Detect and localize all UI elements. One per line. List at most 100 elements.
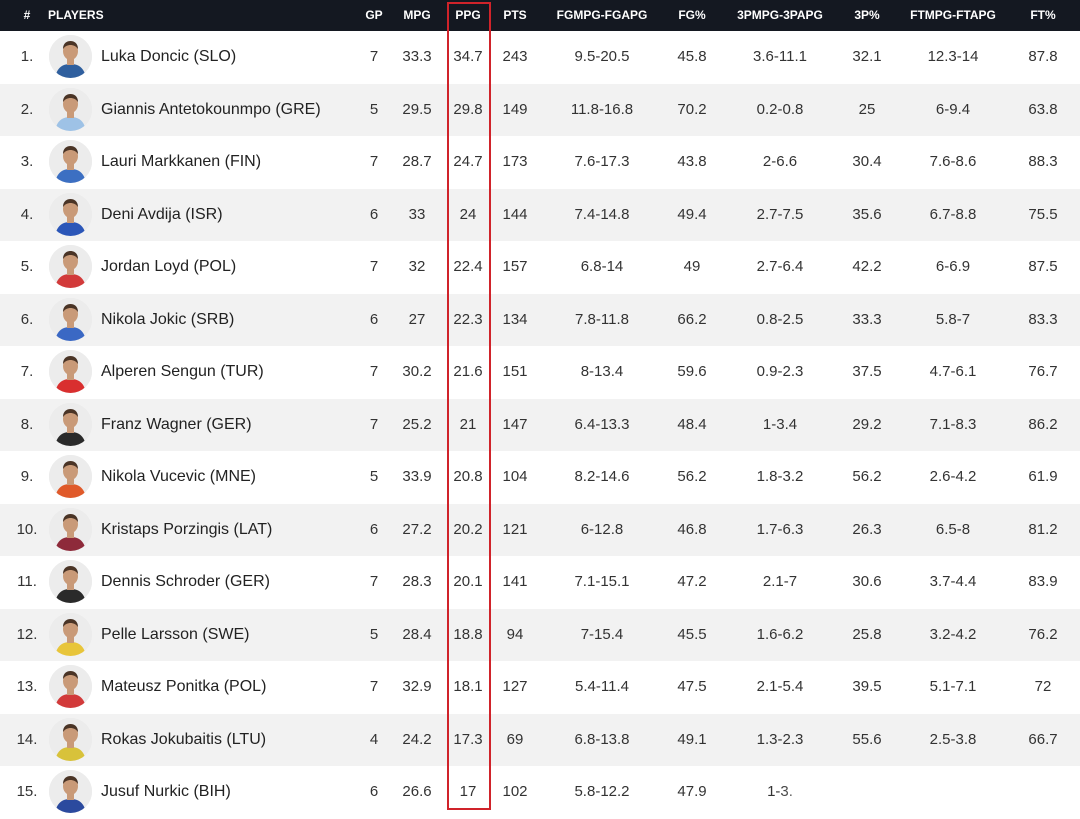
table-row[interactable]: 12. Pelle Larsson (SWE) 5 28.4 18.8 94 7-15.4 4… [0, 608, 1080, 661]
cell-ppg: 24.7 [453, 153, 483, 170]
cell-ppg: 20.8 [453, 468, 483, 485]
player-avatar [49, 87, 92, 131]
cell-mpg: 24.2 [402, 730, 432, 748]
cell-gp: 7 [369, 415, 379, 433]
table-row[interactable]: 4. Deni Avdija (ISR) 6 33 24 144 7.4-14.8 49.4 2… [0, 188, 1080, 241]
column-header-pts[interactable]: PTS [503, 8, 527, 22]
cell-ft-made-att: 3.7-4.4 [929, 573, 977, 590]
cell-tp-pct: 35.6 [852, 205, 882, 223]
cell-fg-made-att: 5.4-11.4 [575, 678, 629, 695]
table-row[interactable]: 6. Nikola Jokic (SRB) 6 27 22.3 134 7.8-11.8 66… [0, 293, 1080, 346]
column-header-ft-pct[interactable]: FT% [1030, 8, 1056, 22]
player-avatar [49, 402, 92, 446]
player-name[interactable]: Dennis Schroder (GER) [101, 573, 270, 590]
cell-ft-made-att: 3.2-4.2 [929, 625, 977, 643]
player-name[interactable]: Pelle Larsson (SWE) [101, 625, 250, 643]
cell-pts: 121 [502, 520, 528, 538]
cell-ppg: 29.8 [453, 100, 483, 118]
player-avatar [49, 507, 92, 551]
cell-gp: 7 [369, 363, 379, 380]
cell-fg-pct: 45.8 [677, 48, 707, 65]
cell-tp-pct: 55.6 [852, 730, 882, 748]
column-header-rank[interactable]: # [23, 8, 31, 22]
cell-ft-made-att: 2.5-3.8 [929, 730, 977, 748]
cell-mpg: 27.2 [402, 520, 432, 538]
cell-pts: 141 [502, 573, 528, 590]
player-name[interactable]: Franz Wagner (GER) [101, 415, 252, 433]
player-avatar [49, 192, 92, 236]
cell-gp: 7 [369, 153, 379, 170]
column-header-gp[interactable]: GP [365, 8, 383, 22]
cell-fg-pct: 47.9 [677, 783, 707, 800]
player-name[interactable]: Mateusz Ponitka (POL) [101, 678, 267, 695]
cell-rank: 12. [16, 625, 38, 643]
cell-fg-made-att: 7.8-11.8 [575, 310, 629, 328]
cell-ft-made-att: 12.3-14 [927, 48, 979, 65]
table-row[interactable]: 13. Mateusz Ponitka (POL) 7 32.9 18.1 127 5.4-… [0, 661, 1080, 714]
cell-tp-pct: 25 [858, 100, 876, 118]
table-row[interactable]: 2. Giannis Antetokounmpo (GRE) 5 29.5 29.8 14… [0, 83, 1080, 136]
column-header-tp-made-att[interactable]: 3PMPG-3PAPG [737, 8, 823, 22]
table-row[interactable]: 8. Franz Wagner (GER) 7 25.2 21 147 6.4-13.3 48… [0, 398, 1080, 451]
table-row[interactable]: 11. Dennis Schroder (GER) 7 28.3 20.1 141 7.1-… [0, 556, 1080, 609]
column-header-ft-made-att[interactable]: FTMPG-FTAPG [910, 8, 996, 22]
player-name[interactable]: Nikola Jokic (SRB) [101, 310, 235, 328]
player-name[interactable]: Luka Doncic (SLO) [101, 48, 237, 65]
column-header-ppg[interactable]: PPG [455, 8, 481, 22]
cell-fg-made-att: 11.8-16.8 [570, 100, 634, 118]
cell-mpg: 25.2 [402, 415, 432, 433]
player-avatar [49, 140, 92, 183]
table-row[interactable]: 7. Alperen Sengun (TUR) 7 30.2 21.6 151 8-13.4… [0, 346, 1080, 399]
cell-mpg: 28.7 [402, 153, 432, 170]
cell-fg-pct: 45.5 [677, 625, 707, 643]
player-name[interactable]: Lauri Markkanen (FIN) [101, 153, 262, 170]
table-row[interactable]: 10. Kristaps Porzingis (LAT) 6 27.2 20.2 121 6… [0, 503, 1080, 556]
cell-tp-made-att: 2-6.6 [762, 153, 798, 170]
cell-pts: 173 [502, 153, 528, 170]
cell-rank: 8. [20, 415, 34, 433]
cell-rank: 6. [20, 310, 34, 328]
cell-rank: 1. [20, 48, 34, 65]
player-name[interactable]: Kristaps Porzingis (LAT) [101, 520, 273, 538]
table-row[interactable]: 1. Luka Doncic (SLO) 7 33.3 34.7 243 9.5-20.5 4… [0, 31, 1080, 84]
cell-gp: 6 [369, 520, 379, 538]
cell-fg-made-att: 7.4-14.8 [574, 205, 630, 223]
column-header-fg-pct[interactable]: FG% [678, 8, 706, 22]
player-name[interactable]: Giannis Antetokounmpo (GRE) [101, 100, 321, 118]
column-header-player[interactable]: PLAYERS [48, 8, 104, 22]
player-name[interactable]: Jordan Loyd (POL) [101, 258, 237, 275]
cell-rank: 9. [20, 468, 34, 485]
column-header-fg-made-att[interactable]: FGMPG-FGAPG [556, 8, 648, 22]
player-name[interactable]: Deni Avdija (ISR) [101, 205, 223, 223]
cell-mpg: 33.9 [402, 468, 432, 485]
cell-fg-made-att: 6.4-13.3 [574, 415, 630, 433]
cell-pts: 134 [502, 310, 528, 328]
cell-tp-made-att: 2.1-7 [762, 573, 798, 590]
table-row[interactable]: 14. Rokas Jokubaitis (LTU) 4 24.2 17.3 69 6.8-… [0, 713, 1080, 766]
cell-gp: 5 [369, 100, 379, 118]
cell-mpg: 32 [408, 258, 426, 275]
table-row[interactable]: 3. Lauri Markkanen (FIN) 7 28.7 24.7 173 7.6-1… [0, 136, 1080, 189]
cell-fg-made-att: 7.1-15.1 [574, 573, 630, 590]
column-header-tp-pct[interactable]: 3P% [854, 8, 880, 22]
cell-tp-pct: 32.1 [852, 48, 882, 65]
player-avatar [49, 35, 92, 78]
cell-mpg: 30.2 [402, 363, 432, 380]
cell-tp-made-att: 1-3.4 [762, 415, 798, 433]
table-row[interactable]: 9. Nikola Vucevic (MNE) 5 33.9 20.8 104 8.2-14… [0, 451, 1080, 504]
cell-fg-pct: 49 [683, 258, 701, 275]
cell-fg-pct: 49.1 [677, 730, 707, 748]
player-name[interactable]: Alperen Sengun (TUR) [101, 363, 264, 380]
player-avatar [49, 770, 92, 813]
cell-ft-made-att: 4.7-6.1 [929, 363, 977, 380]
player-avatar [49, 665, 92, 708]
cell-tp-made-att: 2.7-7.5 [756, 205, 804, 223]
player-name[interactable]: Jusuf Nurkic (BIH) [101, 783, 231, 800]
cell-pts: 94 [506, 625, 524, 643]
table-row[interactable]: 5. Jordan Loyd (POL) 7 32 22.4 157 6.8-14 49 2.7… [0, 241, 1080, 294]
player-name[interactable]: Nikola Vucevic (MNE) [101, 468, 256, 485]
column-header-mpg[interactable]: MPG [403, 8, 431, 22]
image-fade [780, 766, 1080, 815]
cell-fg-made-att: 5.8-12.2 [574, 783, 630, 800]
player-name[interactable]: Rokas Jokubaitis (LTU) [101, 730, 267, 748]
